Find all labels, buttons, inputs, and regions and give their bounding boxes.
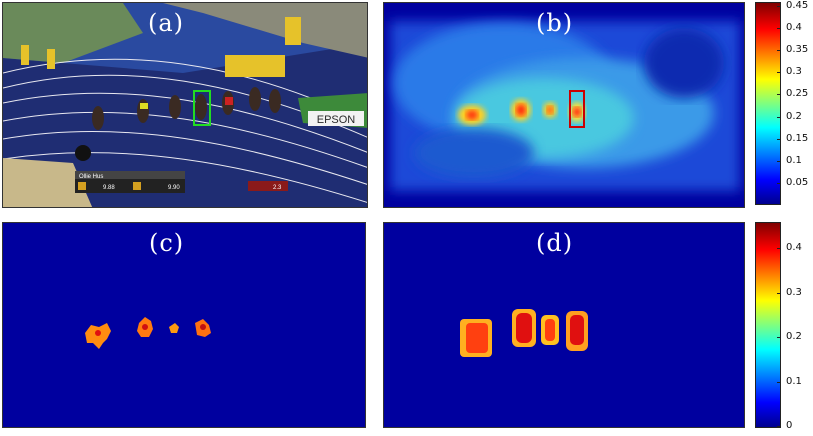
heatmap-c [3, 223, 365, 427]
colorbar-tick-label: 0 [786, 420, 793, 431]
colorbar-tick-mark [777, 6, 781, 7]
panel-label-b: (b) [536, 9, 574, 37]
colorbar-tick-label: 0.15 [786, 132, 809, 144]
overlay-right-value: 2.3 [273, 185, 282, 191]
colorbar-tick-label: 0.4 [786, 22, 802, 34]
colorbar-tick-label: 0.05 [786, 176, 809, 188]
colorbar-tick-label: 0.35 [786, 44, 809, 56]
colorbar-tick-mark [777, 72, 781, 74]
colorbar-top [755, 2, 781, 205]
colorbar-tick-mark [777, 116, 781, 118]
colorbar-tick-label: 0.2 [786, 110, 802, 122]
panel-label-c: (c) [149, 229, 185, 257]
colorbar-tick-mark [777, 28, 781, 30]
colorbar-tick-mark [777, 248, 781, 250]
colorbar-tick-label: 0.3 [786, 66, 802, 78]
colorbar-tick-mark [777, 138, 781, 140]
panel-a-photo: EPSON Ollie Hus 9.88 9.90 2.3 (a) [2, 2, 368, 208]
race-photo: EPSON Ollie Hus 9.88 9.90 2.3 [3, 3, 367, 207]
colorbar-tick-mark [777, 292, 781, 294]
colorbar-tick-mark [777, 50, 781, 52]
colorbar-tick-label: 0.25 [786, 88, 809, 100]
overlay-time-2: 9.90 [168, 185, 180, 191]
colorbar-tick-mark [777, 426, 781, 427]
heatmap-b [384, 3, 744, 207]
heatmap-d [384, 223, 744, 427]
panel-c-thresholded: (c) [2, 222, 366, 428]
colorbar-tick-mark [777, 94, 781, 96]
colorbar-tick-label: 0.45 [786, 0, 809, 11]
panel-d-regions: (d) [383, 222, 745, 428]
colorbar-tick-mark [777, 381, 781, 383]
colorbar-tick-label: 0.1 [786, 154, 802, 166]
colorbar-tick-mark [777, 182, 781, 184]
panel-b-heatmap: (b) [383, 2, 745, 208]
green-tracking-box [193, 90, 211, 126]
red-tracking-box [569, 90, 585, 128]
colorbar-tick-label: 0.3 [786, 286, 802, 298]
overlay-name: Ollie Hus [79, 174, 103, 180]
colorbar-tick-label: 0.2 [786, 331, 802, 343]
colorbar-tick-mark [777, 160, 781, 162]
panel-label-d: (d) [536, 229, 574, 257]
colorbar-bottom [755, 222, 781, 428]
sponsor-board-text: EPSON [317, 114, 356, 126]
colorbar-tick-label: 0.1 [786, 375, 802, 387]
panel-label-a: (a) [148, 9, 185, 37]
overlay-time-1: 9.88 [103, 185, 115, 191]
colorbar-tick-label: 0.4 [786, 242, 802, 254]
colorbar-tick-mark [777, 337, 781, 339]
